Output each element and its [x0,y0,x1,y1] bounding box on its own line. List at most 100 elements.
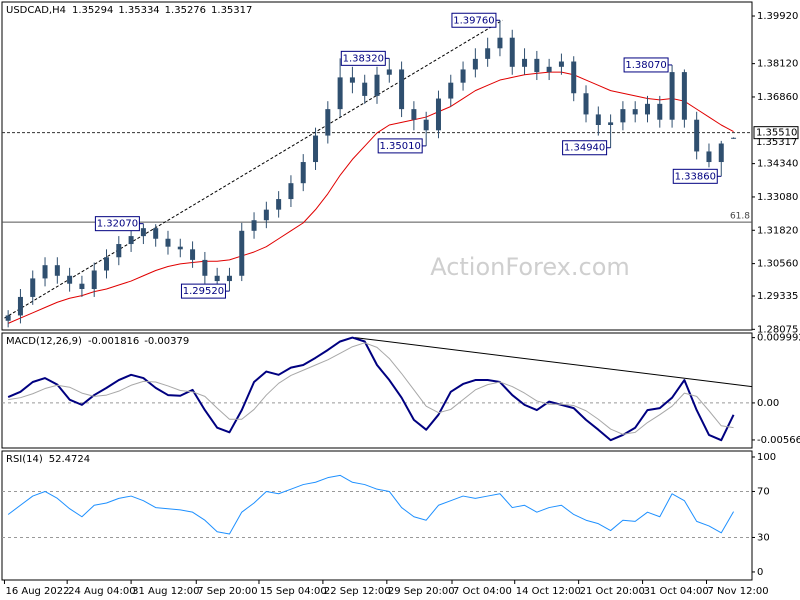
candle-body [5,315,11,321]
candle-body [226,275,232,282]
candle-body [325,109,331,136]
candle-body [239,230,245,276]
candle-body [706,151,712,163]
x-tick-label: 21 Oct 20:00 [580,586,645,597]
candle-body [694,119,700,152]
x-tick-label: 31 Oct 04:00 [644,586,709,597]
annotation-box [377,138,423,154]
candle-body [263,209,269,221]
annotation-box [94,216,140,232]
watermark: ActionForex.com [430,253,630,281]
candle-body [460,69,466,83]
panel-title: USDCAD,H4 [6,5,66,16]
candle-body [485,48,491,59]
candle-body [386,69,392,75]
candle-body [116,244,122,258]
y-tick-label: 1.36860 [757,92,798,103]
candle-body [337,77,343,110]
header-value: 1.35276 [165,5,206,16]
trendline [4,19,503,319]
annotation-label: 1.34940 [564,143,605,154]
candle-body [411,109,417,120]
header-value: -0.001816 [88,336,139,347]
x-tick-label: 22 Sep 12:00 [324,586,391,597]
x-tick-label: 29 Sep 20:00 [388,586,455,597]
annotation-box [451,12,497,28]
annotation-label: 1.29520 [183,286,224,297]
annotation-box [340,50,386,66]
annotation-box [623,57,669,73]
y-tick-label: 0 [757,567,763,578]
x-tick-label: 7 Oct 04:00 [453,586,512,597]
x-tick-label: 15 Sep 04:00 [260,586,327,597]
candle-body [251,220,257,231]
candle-body [399,69,405,110]
header-value: 1.35294 [72,5,113,16]
annotation-label: 1.38070 [625,60,666,71]
candle-body [620,109,626,123]
annotation-label: 1.33860 [675,171,716,182]
annotation-label: 1.38320 [343,53,384,64]
panel-frame [1,332,753,449]
header-value: 1.35334 [118,5,159,16]
series-line [7,474,734,535]
candle-body [79,283,85,289]
x-tick-label: 24 Aug 04:00 [68,586,135,597]
y-tick-label: 0.00 [757,398,779,409]
y-tick-label: 1.38120 [757,59,798,70]
header-value: 52.4724 [49,454,90,465]
candle-body [583,93,589,115]
annotation-box [672,168,718,184]
series-line [7,336,735,442]
candle-body [632,109,638,115]
candle-body [534,58,540,73]
y-tick-label: 1.30560 [757,259,798,270]
y-tick-label: 0.009992 [757,333,800,344]
y-tick-label: 1.29335 [757,291,798,302]
y-tick-label: 1.31820 [757,225,798,236]
annotation-label: 1.32070 [97,219,138,230]
y-tick-label: -0.005668 [757,435,800,446]
price-line-label: 1.35510 [756,128,797,139]
annotation-box [180,283,226,299]
candle-body [140,228,146,237]
candle-body [54,265,60,276]
annotation-label: 1.35010 [380,141,421,152]
candle-body [657,103,663,120]
candle-body [17,296,23,316]
x-tick-label: 16 Aug 2022 [5,586,69,597]
y-tick-label: 1.34340 [757,159,798,170]
series-line [8,342,734,435]
candle-body [128,236,134,245]
candle-body [571,61,577,94]
panel-title: RSI(14) [6,454,43,465]
header-value: -0.00379 [144,336,189,347]
candle-body [362,82,368,96]
x-tick-label: 7 Nov 12:00 [708,586,769,597]
y-tick-label: 100 [757,452,776,463]
candle-body [731,137,737,139]
candle-body [718,143,724,163]
candle-body [165,238,171,247]
candle-body [214,275,220,282]
trendline [354,337,753,388]
candle-body [681,72,687,120]
x-tick-label: 31 Aug 12:00 [132,586,199,597]
y-tick-label: 30 [757,532,770,543]
candle-body [177,246,183,250]
candle-body [558,61,564,67]
x-tick-label: 14 Oct 12:00 [516,586,581,597]
annotation-box [562,140,608,156]
candle-body [300,162,306,184]
candle-body [276,199,282,210]
candle-body [546,66,552,73]
y-tick-label: 1.39920 [757,11,798,22]
candle-body [423,119,429,131]
candle-body [313,135,319,163]
candle-body [91,270,97,289]
candle-body [644,103,650,115]
current-price-label: 1.35317 [756,137,797,148]
candle-body [435,98,441,131]
